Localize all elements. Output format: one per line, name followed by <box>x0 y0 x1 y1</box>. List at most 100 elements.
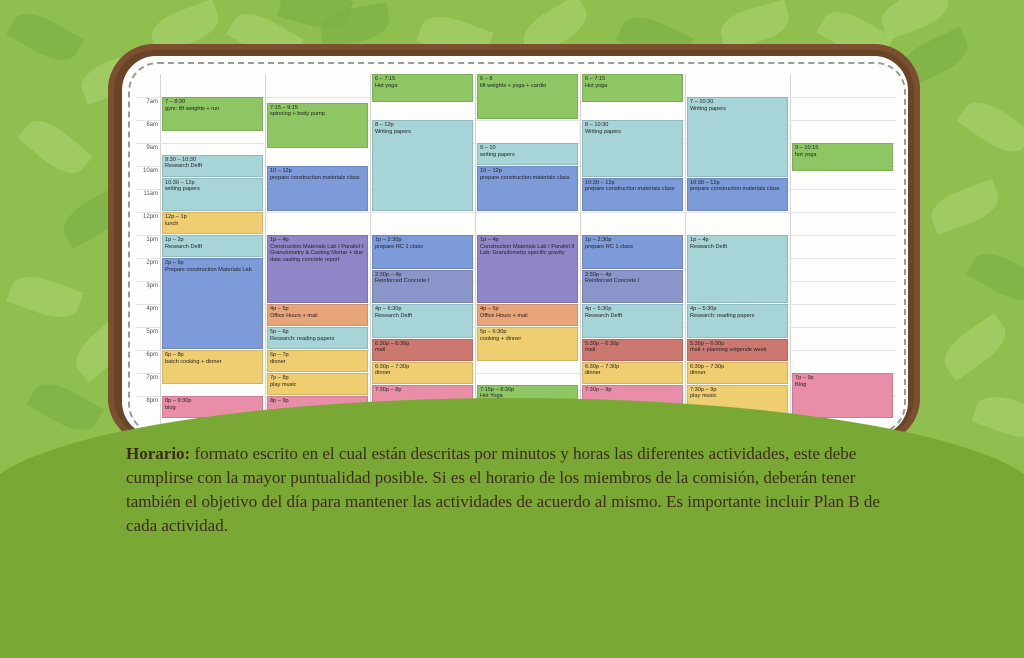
leaf-decoration <box>936 312 1014 382</box>
event-time: 5:30p – 6:30p <box>585 340 620 347</box>
event-time: 8p – 9:30p <box>165 398 192 404</box>
calendar-event[interactable]: 6:30p – 6:30p mail <box>372 338 473 361</box>
event-time: 2:30p – 4p <box>375 271 402 278</box>
event-title: Office Hours + mail <box>480 312 528 319</box>
calendar-event[interactable]: 4p – 5:30p Research Delft <box>582 304 683 338</box>
hour-line <box>136 120 896 121</box>
event-title: prepare construction materials class <box>480 174 570 181</box>
calendar-event[interactable]: 6:30p – 7:30p dinner <box>372 361 473 384</box>
day-column <box>160 74 266 434</box>
event-title: dinner <box>690 370 706 376</box>
event-time: 9:30 – 10:30 <box>165 156 197 163</box>
event-title: prepare RC 1 class <box>375 243 423 250</box>
hour-label: 6pm <box>146 352 158 358</box>
calendar-event[interactable]: 6 – 8 lift weights + yoga + cardio <box>477 74 578 119</box>
event-time: 8p – 9p <box>270 398 289 404</box>
calendar-event[interactable]: 5p – 6:30p cooking + dinner <box>477 327 578 361</box>
event-title: batch cooking + dinner <box>165 358 222 365</box>
event-time: 7 – 8:30 <box>165 99 186 105</box>
event-title: prepare construction materials class <box>690 186 780 192</box>
calendar-event[interactable]: 6:30p – 7:30p dinner <box>687 361 788 384</box>
event-time: 6:30p – 7:30p <box>690 363 725 370</box>
day-column <box>580 74 686 434</box>
event-title: play music <box>270 381 297 388</box>
calendar-event[interactable]: 4p – 5p Office Hours + mail <box>267 304 368 326</box>
event-time: 4p – 5:30p <box>585 306 612 312</box>
event-time: 9 – 10:15 <box>795 145 819 151</box>
calendar-event[interactable]: 4p – 5:30p Research: reading papers <box>687 304 788 338</box>
calendar-event[interactable]: 9 – 10:15 hot yoga <box>792 143 893 171</box>
calendar-event[interactable]: 9:30 – 10:30 Research Delft <box>162 154 263 177</box>
calendar-event[interactable]: 4p – 5p Office Hours + mail <box>477 304 578 326</box>
calendar-event[interactable]: 10 – 12p prepare construction materials c… <box>477 166 578 211</box>
leaf-decoration <box>971 389 1024 445</box>
event-title: hot yoga <box>795 151 817 158</box>
event-title: writing papers <box>480 151 515 158</box>
event-time: 7:15 – 9:15 <box>270 104 298 111</box>
calendar-event[interactable]: 8 – 12p Writing papers <box>372 120 473 211</box>
calendar-event[interactable]: 7p – 9p Blog <box>792 373 893 418</box>
event-time: 6:30p – 6:30p <box>375 340 410 347</box>
calendar-event[interactable]: 12p – 1p lunch <box>162 212 263 234</box>
event-time: 4p – 6:30p <box>375 306 402 312</box>
event-time: 2:30p – 4p <box>585 271 612 278</box>
calendar-event[interactable]: 6 – 7:15 Hot yoga <box>582 74 683 102</box>
leaf-decoration <box>926 179 1004 235</box>
hour-label: 8am <box>146 122 158 128</box>
calendar-event[interactable]: 6p – 7p dinner <box>267 350 368 372</box>
event-title: Research Delft <box>585 312 622 319</box>
event-time: 1p – 4p <box>690 237 709 243</box>
calendar-event[interactable]: 1p – 4p Research Delft <box>687 235 788 303</box>
hour-label: 11am <box>143 191 158 197</box>
calendar-event[interactable]: 1p – 4p Construction Materials Lab I Para… <box>477 235 578 303</box>
calendar-event[interactable]: 10 – 12p prepare construction materials c… <box>267 166 368 211</box>
calendar-event[interactable]: 7 – 8:30 gym: lift weights + run <box>162 97 263 131</box>
event-time: 5:30p – 6:30p <box>690 340 725 347</box>
caption-text: Horario: formato escrito en el cual está… <box>126 442 886 538</box>
calendar-event[interactable]: 10:30 – 12p prepare construction material… <box>582 177 683 211</box>
event-title: Construction Materials Lab I Parallel II… <box>480 243 575 257</box>
calendar-event[interactable]: 2:30p – 4p Reinforced Concrete I <box>372 269 473 303</box>
event-time: 5p – 6:30p <box>480 329 507 335</box>
event-title: Reinforced Concrete I <box>375 278 430 284</box>
hour-label: 8pm <box>146 398 158 404</box>
calendar-event[interactable]: 7:15 – 9:15 spinning + body pump <box>267 102 368 148</box>
event-time: 6p – 8p <box>165 352 184 358</box>
hour-label: 7am <box>146 99 158 105</box>
event-title: Research Delft <box>375 312 412 319</box>
calendar-event[interactable]: 6 – 7:15 Hot yoga <box>372 74 473 102</box>
event-time: 7:30p – 9p <box>690 386 717 393</box>
calendar-event[interactable]: 10:30 – 12p writing papers <box>162 177 263 211</box>
calendar-event[interactable]: 9 – 10 writing papers <box>477 143 578 165</box>
event-time: 1p – 4p <box>270 237 289 243</box>
calendar-event[interactable]: 5:30p – 6:30p mail + planning volgende we… <box>687 338 788 361</box>
calendar-event[interactable]: 2:30p – 4p Reinforced Concrete I <box>582 269 683 303</box>
event-time: 8 – 12p <box>375 122 394 128</box>
calendar-event[interactable]: 7p – 8p play music <box>267 373 368 395</box>
event-time: 6 – 7:15 <box>375 76 396 82</box>
calendar-event[interactable]: 8 – 10:30 Writing papers <box>582 120 683 177</box>
calendar-event[interactable]: 5p – 6p Research: reading papers <box>267 327 368 349</box>
calendar-event[interactable]: 5:30p – 6:30p mail <box>582 338 683 361</box>
calendar-paper: 7am 8am 9am 10am 11am 12pm 1pm 2pm 3pm 4pm 5pm 6pm 7… <box>122 56 908 436</box>
calendar-event[interactable]: 1p – 4p Construction Materials Lab I Para… <box>267 235 368 303</box>
calendar-event[interactable]: 6:30p – 7:30p dinner <box>582 361 683 384</box>
event-title: Prepare construction Materials Lab <box>165 266 252 273</box>
event-title: Blog <box>795 381 807 388</box>
hour-label: 10am <box>142 168 158 174</box>
day-column <box>790 74 896 434</box>
leaf-decoration <box>716 0 794 51</box>
calendar-event[interactable]: 1p – 2p Research Delft <box>162 235 263 257</box>
calendar-event[interactable]: 1p – 2:30p prepare RC 1 class <box>372 235 473 269</box>
calendar-event[interactable]: 6p – 8p batch cooking + dinner <box>162 350 263 384</box>
calendar-event[interactable]: 10:30 – 12p prepare construction material… <box>687 177 788 211</box>
leaf-decoration <box>17 111 93 183</box>
calendar-event[interactable]: 1p – 2:30p prepare RC 1 class <box>582 235 683 269</box>
event-time: 10:30 – 12p <box>690 179 720 186</box>
calendar-event[interactable]: 2p – 6p Prepare construction Materials La… <box>162 258 263 349</box>
calendar-event[interactable]: 7 – 10:30 Writing papers <box>687 97 788 177</box>
event-title: spinning + body pump <box>270 111 325 118</box>
leaf-decoration <box>26 374 104 440</box>
event-title: lunch <box>165 220 179 227</box>
calendar-event[interactable]: 4p – 6:30p Research Delft <box>372 304 473 338</box>
